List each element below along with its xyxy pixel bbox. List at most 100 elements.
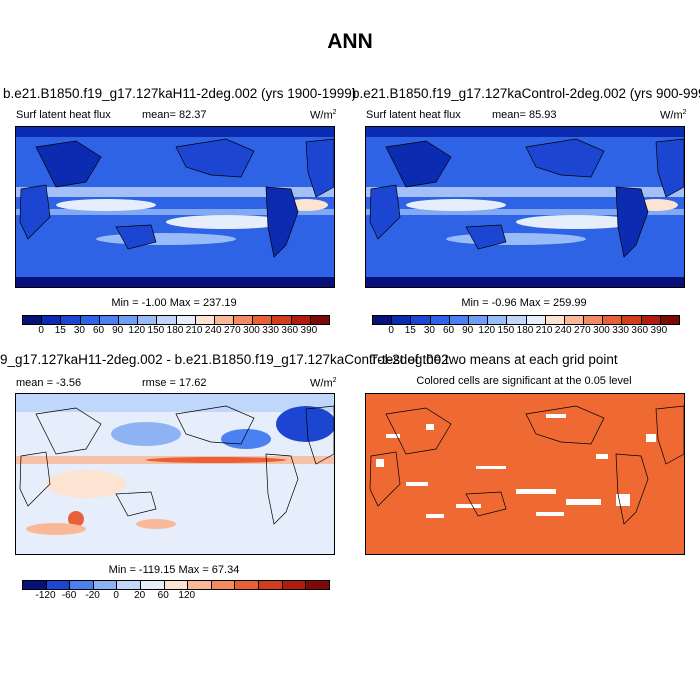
panel4-map: [365, 393, 685, 555]
colorbar-swatch: [526, 316, 546, 324]
colorbar-tick-label: 390: [300, 325, 318, 336]
colorbar-swatch: [211, 581, 236, 589]
colorbar-swatch: [253, 316, 273, 324]
colorbar-tick-label: 15: [404, 325, 416, 336]
panel3-minmax: Min = -119.15 Max = 67.34: [108, 564, 240, 576]
colorbar-swatch: [118, 316, 139, 324]
colorbar-swatch: [234, 316, 254, 324]
panel2-title: b.e21.B1850.f19_g17.127kaControl-2deg.00…: [352, 86, 700, 101]
panel3-rmse: rmse = 17.62: [142, 377, 207, 389]
colorbar-tick-label: 300: [243, 325, 260, 336]
panel1-mean: mean= 82.37: [142, 109, 207, 121]
colorbar-swatch: [641, 316, 661, 324]
colorbar-swatch: [259, 581, 283, 589]
colorbar-swatch: [310, 316, 329, 324]
colorbar-swatch: [23, 316, 43, 324]
colorbar-tick-label: 0: [38, 325, 44, 336]
panel1-left-label: Surf latent heat flux: [16, 109, 111, 121]
colorbar-swatch: [164, 581, 189, 589]
colorbar-swatch: [468, 316, 489, 324]
colorbar-swatch: [99, 316, 119, 324]
colorbar-tick-label: 30: [73, 325, 85, 336]
panel2-map: [365, 126, 685, 288]
colorbar-tick-label: 240: [204, 325, 222, 336]
colorbar-tick-label: 0: [388, 325, 394, 336]
colorbar-tick-label: 270: [224, 325, 241, 336]
colorbar-tick-label: 120: [128, 325, 146, 336]
colorbar-swatch: [138, 316, 158, 324]
panel1-title: b.e21.B1850.f19_g17.127kaH11-2deg.002 (y…: [3, 86, 357, 101]
colorbar-swatch: [622, 316, 642, 324]
colorbar-tick-label: 120: [178, 590, 196, 601]
colorbar-swatch: [564, 316, 585, 324]
colorbar-swatch: [272, 316, 292, 324]
colorbar-swatch: [93, 581, 118, 589]
colorbar-swatch: [488, 316, 508, 324]
colorbar-tick-label: 390: [650, 325, 668, 336]
colorbar-tick-label: 330: [262, 325, 279, 336]
colorbar-swatch: [411, 316, 431, 324]
colorbar-tick-label: 150: [147, 325, 165, 336]
panel2-left-label: Surf latent heat flux: [366, 109, 461, 121]
colorbar-tick-label: 15: [54, 325, 66, 336]
colorbar-tick-label: 90: [112, 325, 124, 336]
panel2-colorbar: [372, 315, 680, 325]
colorbar-tick-label: 60: [157, 590, 169, 601]
panel2-units: W/m2: [660, 109, 687, 122]
colorbar-tick-label: 120: [478, 325, 496, 336]
colorbar-swatch: [80, 316, 100, 324]
colorbar-swatch: [392, 316, 412, 324]
panel1-minmax: Min = -1.00 Max = 237.19: [111, 297, 237, 309]
panel3-colorbar: [22, 580, 330, 590]
colorbar-swatch: [188, 581, 212, 589]
colorbar-tick-label: 300: [593, 325, 610, 336]
colorbar-tick-label: 30: [423, 325, 435, 336]
colorbar-swatch: [373, 316, 393, 324]
colorbar-swatch: [282, 581, 307, 589]
colorbar-swatch: [291, 316, 311, 324]
panel4-subtitle: Colored cells are significant at the 0.0…: [416, 375, 632, 387]
panel3-title: 9_g17.127kaH11-2deg.002 - b.e21.B1850.f1…: [0, 352, 449, 367]
colorbar-tick-label: -120: [35, 590, 56, 601]
colorbar-swatch: [430, 316, 450, 324]
colorbar-swatch: [660, 316, 679, 324]
colorbar-tick-label: 0: [113, 590, 119, 601]
colorbar-swatch: [449, 316, 469, 324]
colorbar-swatch: [545, 316, 565, 324]
colorbar-swatch: [176, 316, 196, 324]
panel4-title: T-test of the two means at each grid poi…: [370, 352, 618, 367]
colorbar-swatch: [157, 316, 177, 324]
colorbar-swatch: [603, 316, 623, 324]
figure-title: ANN: [327, 30, 373, 53]
panel2-mean: mean= 85.93: [492, 109, 557, 121]
colorbar-tick-label: 360: [631, 325, 649, 336]
colorbar-tick-label: 60: [442, 325, 455, 336]
colorbar-tick-label: -60: [61, 590, 77, 601]
colorbar-tick-label: 150: [497, 325, 515, 336]
colorbar-swatch: [195, 316, 215, 324]
colorbar-swatch: [70, 581, 94, 589]
colorbar-tick-label: 180: [516, 325, 534, 336]
panel3-units: W/m2: [310, 377, 337, 390]
colorbar-swatch: [141, 581, 165, 589]
colorbar-swatch: [507, 316, 527, 324]
colorbar-swatch: [46, 581, 71, 589]
colorbar-tick-label: 90: [462, 325, 474, 336]
panel3-map: [15, 393, 335, 555]
colorbar-tick-label: 20: [134, 590, 146, 601]
colorbar-tick-label: 330: [612, 325, 629, 336]
panel1-units: W/m2: [310, 109, 337, 122]
colorbar-swatch: [42, 316, 62, 324]
colorbar-swatch: [235, 581, 260, 589]
colorbar-tick-label: 180: [166, 325, 184, 336]
colorbar-tick-label: 240: [554, 325, 572, 336]
colorbar-swatch: [214, 316, 235, 324]
panel1-map: [15, 126, 335, 288]
colorbar-swatch: [61, 316, 81, 324]
colorbar-swatch: [584, 316, 604, 324]
panel1-colorbar: [22, 315, 330, 325]
colorbar-tick-label: 360: [281, 325, 299, 336]
colorbar-tick-label: 210: [535, 325, 553, 336]
colorbar-swatch: [117, 581, 142, 589]
colorbar-tick-label: 210: [185, 325, 203, 336]
